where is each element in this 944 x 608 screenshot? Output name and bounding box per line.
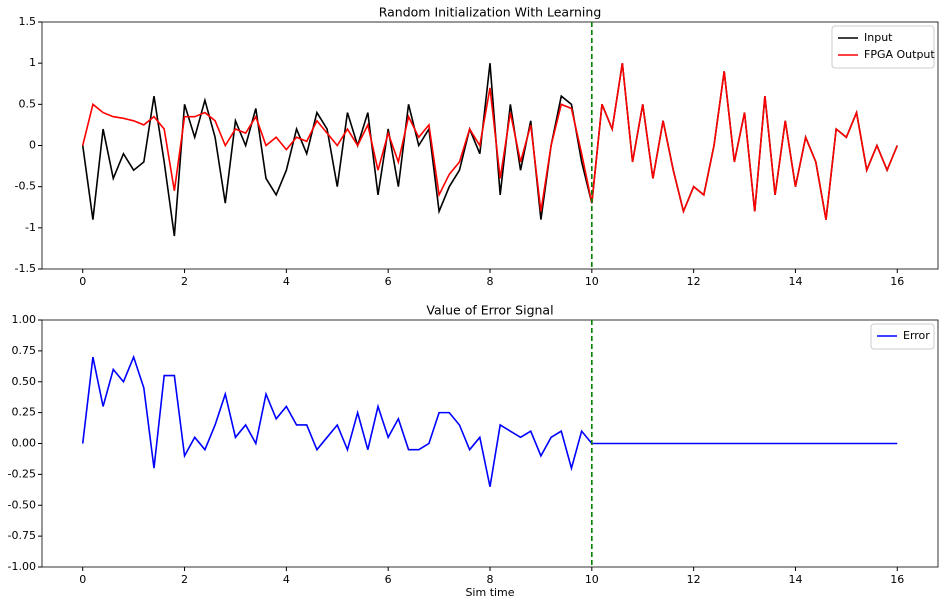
- x-tick-label: 6: [385, 275, 392, 288]
- x-tick-label: 0: [79, 573, 86, 586]
- x-tick-label: 2: [181, 573, 188, 586]
- x-tick-label: 8: [487, 275, 494, 288]
- legend-box: [870, 323, 935, 350]
- x-tick-label: 16: [890, 275, 904, 288]
- x-tick-label: 10: [585, 573, 599, 586]
- x-axis-label: Sim time: [465, 586, 514, 599]
- y-tick-label: -0.75: [8, 529, 36, 542]
- y-tick-label: 0.5: [19, 97, 37, 110]
- legend-label: Error: [903, 329, 930, 342]
- x-tick-label: 4: [283, 573, 290, 586]
- y-tick-label: -0.25: [8, 467, 36, 480]
- legend-box: [831, 25, 935, 69]
- chart-title: Value of Error Signal: [426, 303, 553, 318]
- y-tick-label: 0.00: [12, 437, 37, 450]
- x-tick-label: 14: [788, 275, 802, 288]
- y-tick-label: 0.50: [12, 375, 37, 388]
- x-tick-label: 2: [181, 275, 188, 288]
- y-tick-label: -1.5: [15, 262, 36, 275]
- x-tick-label: 10: [585, 275, 599, 288]
- data-line: [81, 63, 899, 220]
- x-tick-label: 12: [687, 573, 701, 586]
- data-line: [81, 354, 898, 487]
- chart-title: Random Initialization With Learning: [379, 5, 602, 20]
- y-tick-label: -0.50: [8, 498, 36, 511]
- legend-label: Input: [864, 31, 893, 44]
- x-tick-label: 12: [687, 275, 701, 288]
- y-tick-label: -1: [25, 221, 36, 234]
- x-tick-label: 6: [385, 573, 392, 586]
- y-tick-label: 0: [29, 139, 36, 152]
- y-tick-label: 1.5: [19, 15, 37, 28]
- y-tick-label: 1.00: [12, 313, 37, 326]
- y-tick-label: 0.75: [12, 344, 37, 357]
- x-tick-label: 4: [283, 275, 290, 288]
- y-tick-label: -1.00: [8, 560, 36, 573]
- x-tick-label: 8: [487, 573, 494, 586]
- legend-label: FPGA Output: [864, 48, 935, 61]
- y-tick-label: 1: [29, 56, 36, 69]
- x-tick-label: 0: [79, 275, 86, 288]
- x-tick-label: 16: [890, 573, 904, 586]
- y-tick-label: -0.5: [15, 180, 36, 193]
- y-tick-label: 0.25: [12, 406, 37, 419]
- x-tick-label: 14: [788, 573, 802, 586]
